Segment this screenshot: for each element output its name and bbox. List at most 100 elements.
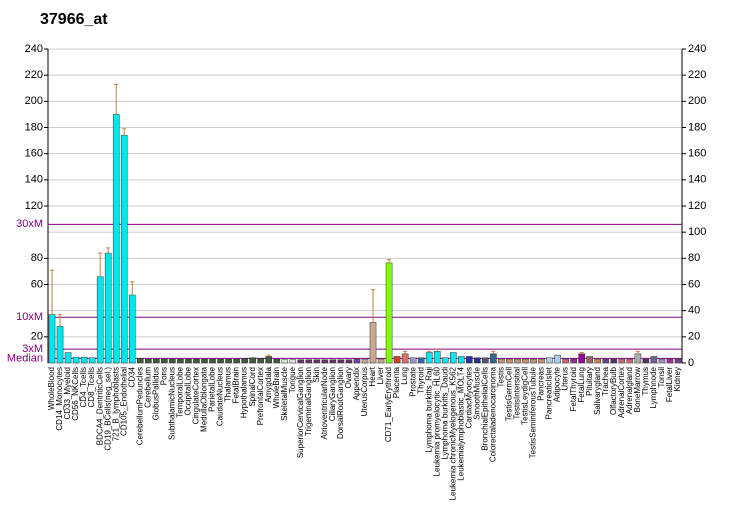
bar: [257, 358, 264, 364]
x-tick-label: CD8_Tcells: [87, 367, 96, 407]
reference-label: Median: [7, 352, 43, 364]
bar: [466, 356, 473, 364]
x-tick-label: OccipitalLobe: [184, 366, 193, 415]
bar: [281, 359, 289, 364]
x-tick-label: CD4_Tcells: [79, 367, 88, 407]
bar: [449, 352, 457, 364]
bar: [554, 354, 561, 364]
y2-tick-label: 80: [688, 252, 700, 264]
bar: [193, 358, 200, 364]
y-tick-label: 120: [25, 200, 43, 212]
x-tick-label: AdrenalCortex: [617, 367, 626, 418]
x-tick-label: TestisGermCell: [505, 367, 514, 421]
x-tick-label: Trachea: [601, 366, 610, 396]
x-tick-label: WholeBlood: [47, 367, 56, 410]
bar: [433, 350, 441, 364]
y-tick-label: 60: [31, 278, 43, 290]
x-tick-label: TestisSeminiferousTubule: [529, 366, 538, 458]
y2-tick-label: 100: [688, 226, 706, 238]
x-tick-label: Cerebellum: [143, 367, 152, 408]
bar: [217, 358, 224, 364]
y-tick-label: 20: [31, 331, 43, 343]
bar: [658, 358, 666, 364]
bar: [273, 358, 281, 364]
x-tick-label: CD34: [127, 366, 136, 387]
bar: [88, 357, 96, 364]
bar: [80, 356, 88, 364]
bar: [361, 358, 369, 364]
y-tick-label: 80: [31, 252, 43, 264]
bar: [313, 359, 321, 364]
bar: [562, 358, 569, 364]
bar: [369, 322, 377, 364]
bar: [650, 356, 658, 364]
x-tick-label: CD71_EarlyErythroid: [384, 367, 393, 442]
y2-tick-label: 0: [688, 357, 694, 369]
bar: [538, 358, 545, 364]
bar: [104, 252, 112, 364]
x-tick-label: CingulateCortex: [192, 367, 201, 424]
y-tick-label: 240: [25, 43, 43, 55]
y2-tick-label: 240: [688, 43, 706, 55]
error-bar: [130, 281, 135, 295]
bar: [425, 352, 433, 364]
bar: [233, 358, 240, 364]
x-tick-label: BronchialEpithelialCells: [480, 367, 489, 451]
bar: [594, 358, 602, 364]
bar: [225, 358, 232, 364]
bar: [321, 359, 329, 364]
bar: [409, 357, 417, 364]
bar: [329, 359, 337, 364]
x-tick-label: TrigeminalGanglion: [304, 367, 313, 436]
x-tick-label: Hypothalamus: [240, 367, 249, 418]
x-tick-label: Thalamus: [224, 367, 233, 402]
y2-tick-label: 140: [688, 174, 706, 186]
bar: [546, 357, 553, 364]
bar: [337, 359, 345, 364]
bar: [634, 353, 642, 364]
x-tick-label: CiliaryGanglion: [328, 367, 337, 421]
bar: [530, 358, 537, 364]
x-tick-label: Tongue: [288, 366, 297, 393]
bar: [610, 358, 618, 364]
error-bar: [435, 348, 440, 352]
bar: [185, 358, 192, 364]
reference-label: 3xM: [22, 343, 43, 355]
y-tick-label: 140: [25, 174, 43, 186]
x-tick-label: CD105_Endothelial: [119, 367, 128, 436]
bar: [441, 357, 449, 364]
bar: [578, 353, 585, 364]
bar: [241, 358, 248, 364]
bar: [666, 358, 674, 364]
x-tick-label: SubthalamicNucleus: [168, 367, 177, 440]
y2-tick-label: 220: [688, 69, 706, 81]
bar: [393, 356, 401, 364]
y2-tick-label: 160: [688, 148, 706, 160]
bar: [626, 358, 634, 364]
x-tick-label: Adrenalgland: [625, 367, 634, 414]
x-tick-label: BoneMarrow: [633, 367, 642, 413]
x-tick-label: Pancreas: [537, 367, 546, 401]
reference-label: 10xM: [16, 311, 43, 323]
x-tick-label: GlobusPallidus: [151, 367, 160, 420]
bar: [618, 358, 626, 364]
x-tick-label: SmoothMuscle: [472, 366, 481, 419]
x-tick-label: Skin: [312, 367, 321, 383]
x-tick-label: CaudateNucleus: [216, 367, 225, 426]
x-tick-label: FetalLiver: [665, 367, 674, 402]
x-tick-label: DorsalRootGanglion: [336, 367, 345, 439]
bar: [209, 358, 216, 364]
bar: [153, 358, 160, 364]
x-tick-label: Uterus: [561, 367, 570, 391]
y-tick-label: 200: [25, 95, 43, 107]
x-tick-label: CD14_Monocytes: [55, 367, 64, 431]
x-tick-label: WholeBrain: [272, 367, 281, 408]
x-tick-label: Pituitary: [585, 367, 594, 396]
x-tick-label: FetalLung: [577, 367, 586, 403]
x-tick-label: Heart: [368, 366, 377, 386]
x-tick-label: Leukemia promyelocytic_HL60: [432, 366, 441, 476]
x-tick-label: Thymus: [641, 367, 650, 395]
x-tick-label: Liver: [376, 367, 385, 385]
bar: [305, 359, 313, 364]
